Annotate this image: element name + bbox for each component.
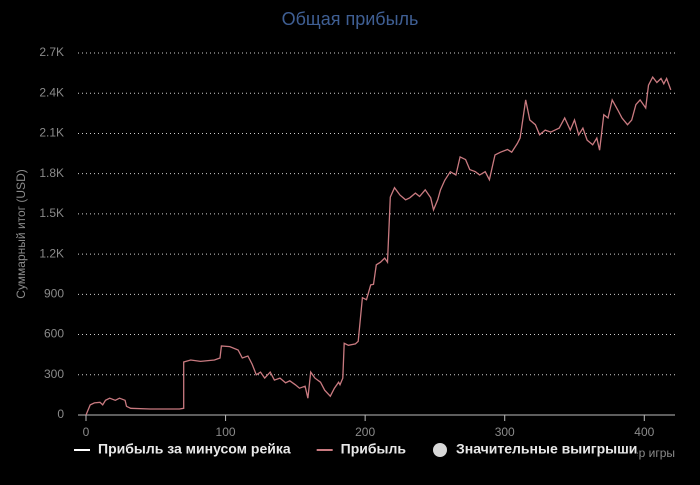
x-tick-label: 300 xyxy=(495,425,515,439)
chart-title: Общая прибыль xyxy=(282,9,419,29)
y-tick-label: 2.1K xyxy=(39,126,64,140)
legend-label[interactable]: Значительные выигрыши xyxy=(456,441,637,457)
y-tick-label: 1.8K xyxy=(39,166,64,180)
x-tick-label: 100 xyxy=(216,425,236,439)
y-tick-label: 600 xyxy=(44,327,64,341)
legend-marker xyxy=(433,443,447,457)
y-tick-label: 1.5K xyxy=(39,206,64,220)
y-axis-label: Суммарный итог (USD) xyxy=(14,169,28,298)
data-line xyxy=(85,75,672,416)
legend-label[interactable]: Прибыль за минусом рейка xyxy=(98,441,291,457)
x-tick-label: 200 xyxy=(355,425,375,439)
x-tick-label: 400 xyxy=(634,425,654,439)
y-tick-label: 2.7K xyxy=(39,45,64,59)
y-tick-label: 300 xyxy=(44,367,64,381)
legend-background xyxy=(70,440,638,462)
y-tick-label: 2.4K xyxy=(39,85,64,99)
y-tick-label: 0 xyxy=(57,407,64,421)
x-tick-label: 0 xyxy=(83,425,90,439)
legend-label[interactable]: Прибыль xyxy=(341,441,407,457)
y-tick-label: 1.2K xyxy=(39,246,64,260)
y-tick-label: 900 xyxy=(44,287,64,301)
